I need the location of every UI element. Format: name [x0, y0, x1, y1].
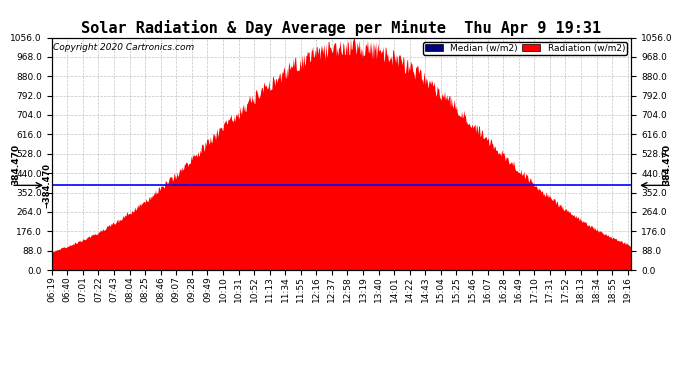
Text: 384.470: 384.470	[11, 144, 20, 185]
Text: →384.470: →384.470	[42, 163, 51, 208]
Text: 384.470: 384.470	[663, 144, 672, 185]
Legend: Median (w/m2), Radiation (w/m2): Median (w/m2), Radiation (w/m2)	[423, 42, 627, 55]
Text: Copyright 2020 Cartronics.com: Copyright 2020 Cartronics.com	[53, 44, 194, 52]
Title: Solar Radiation & Day Average per Minute  Thu Apr 9 19:31: Solar Radiation & Day Average per Minute…	[81, 20, 602, 36]
